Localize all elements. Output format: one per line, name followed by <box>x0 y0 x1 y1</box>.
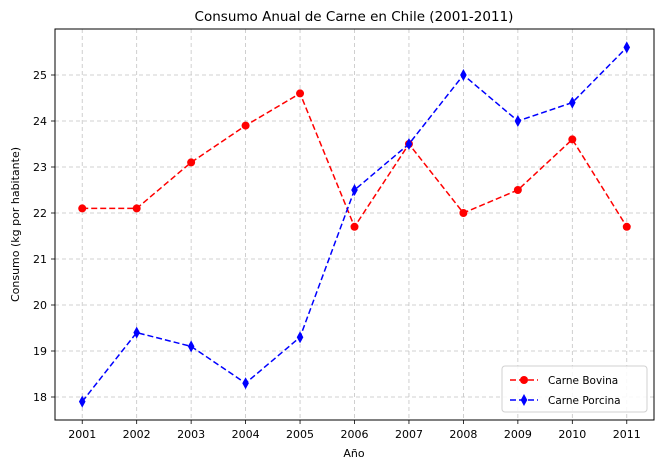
y-tick-label: 21 <box>33 253 47 266</box>
data-point <box>513 186 522 194</box>
y-axis: 18 19 20 21 22 23 24 25 <box>33 69 55 404</box>
series-line <box>81 46 628 403</box>
data-point <box>514 115 522 127</box>
y-tick-label: 24 <box>33 115 47 128</box>
data-point <box>296 331 304 344</box>
x-tick-label: 2006 <box>341 428 369 441</box>
data-point <box>351 184 358 196</box>
x-tick-label: 2007 <box>395 428 423 441</box>
legend-label: Carne Bovina <box>548 375 618 387</box>
data-point <box>568 135 577 144</box>
data-point <box>78 204 87 213</box>
data-point <box>350 222 359 231</box>
data-point <box>569 96 576 109</box>
x-axis: 2001 2002 2003 2004 2005 2006 2007 2008 2009 2010… <box>68 420 641 441</box>
y-tick-label: 22 <box>33 207 47 220</box>
data-point <box>296 89 305 98</box>
series-layer <box>78 41 631 408</box>
data-point <box>623 41 631 54</box>
data-point <box>622 222 631 231</box>
x-tick-label: 2003 <box>177 428 205 441</box>
legend-item: Carne Bovina <box>510 375 618 387</box>
y-tick-label: 20 <box>33 299 47 312</box>
x-tick-label: 2002 <box>123 428 151 441</box>
data-point <box>405 138 413 150</box>
x-tick-label: 2008 <box>449 428 477 441</box>
data-point <box>242 377 249 390</box>
x-tick-label: 2004 <box>232 428 260 441</box>
data-point <box>460 69 467 81</box>
data-point <box>78 395 86 408</box>
y-tick-label: 18 <box>33 391 47 404</box>
x-tick-label: 2001 <box>68 428 96 441</box>
x-tick-label: 2010 <box>558 428 586 441</box>
data-point <box>132 204 141 213</box>
legend-item: Carne Porcina <box>510 394 621 407</box>
legend-marker <box>520 376 528 384</box>
legend-label: Carne Porcina <box>548 395 621 407</box>
x-tick-label: 2005 <box>286 428 314 441</box>
y-axis-label: Consumo (kg por habitante) <box>9 147 22 302</box>
y-tick-label: 25 <box>33 69 47 82</box>
y-tick-label: 23 <box>33 161 47 174</box>
series-carne-bovina <box>78 89 631 231</box>
x-tick-label: 2009 <box>504 428 532 441</box>
legend-box <box>501 365 648 413</box>
data-point <box>187 158 196 167</box>
grid <box>55 29 654 420</box>
data-point <box>241 121 250 130</box>
y-tick-label: 19 <box>33 345 47 358</box>
data-point <box>187 340 195 353</box>
series-carne-porcina <box>78 41 631 408</box>
legend-marker <box>520 394 528 406</box>
x-axis-label: Año <box>343 447 364 460</box>
data-point <box>459 209 468 217</box>
chart-title: Consumo Anual de Carne en Chile (2001-20… <box>195 9 514 25</box>
x-tick-label: 2011 <box>613 428 641 441</box>
data-point <box>133 326 140 339</box>
legend: Carne Bovina Carne Porcina <box>501 365 648 413</box>
